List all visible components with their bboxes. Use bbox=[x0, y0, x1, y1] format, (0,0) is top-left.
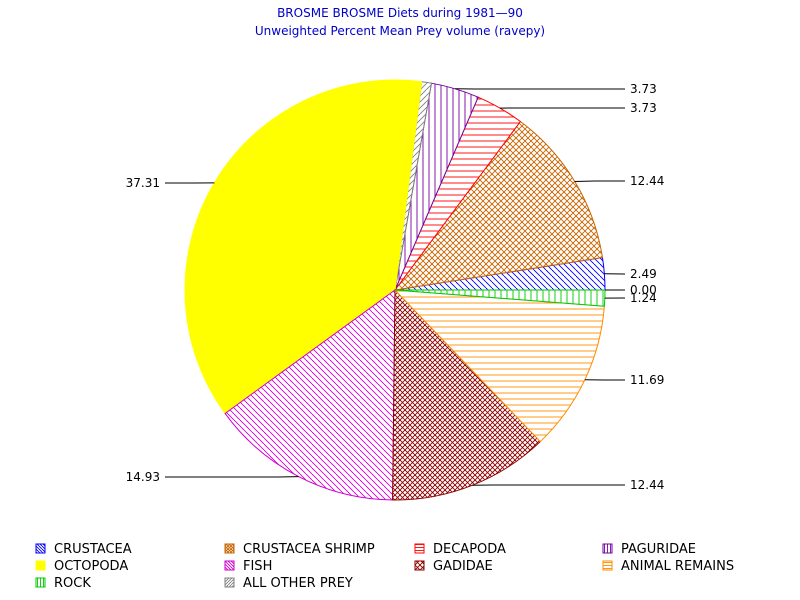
legend-item-crustacea-shrimp: CRUSTACEA SHRIMP bbox=[224, 542, 375, 557]
chart-title: BROSME BROSME Diets during 1981—90 bbox=[277, 6, 523, 20]
slice-value-label: 0.00 bbox=[630, 283, 657, 297]
pie-slice-fish bbox=[224, 289, 396, 501]
slice-value-label: 3.73 bbox=[630, 101, 657, 115]
slice-value-label: 2.49 bbox=[630, 267, 657, 281]
legend: CRUSTACEA CRUSTACEA SHRIMP DECAPODA PAGURID… bbox=[35, 542, 734, 591]
slice-value-label: 37.31 bbox=[126, 176, 160, 190]
legend-swatch bbox=[414, 543, 425, 554]
slice-value-label: 11.69 bbox=[630, 373, 664, 387]
chart-subtitle: Unweighted Percent Mean Prey volume (rav… bbox=[255, 24, 545, 38]
slice-value-label: 12.44 bbox=[630, 478, 664, 492]
legend-label: PAGURIDAE bbox=[621, 542, 696, 557]
legend-item-decapoda: DECAPODA bbox=[414, 542, 506, 557]
legend-label: DECAPODA bbox=[433, 542, 506, 557]
legend-swatch bbox=[224, 577, 235, 588]
legend-label: ALL OTHER PREY bbox=[243, 576, 353, 591]
legend-item-octopoda: OCTOPODA bbox=[35, 559, 128, 574]
legend-label: ROCK bbox=[54, 576, 91, 591]
legend-item-animal-remains: ANIMAL REMAINS bbox=[602, 559, 734, 574]
legend-label: CRUSTACEA bbox=[54, 542, 132, 557]
pie-slices bbox=[184, 79, 606, 501]
slice-value-label: 1.24 bbox=[630, 291, 657, 305]
legend-item-paguridae: PAGURIDAE bbox=[602, 542, 696, 557]
pie-slice-octopoda bbox=[184, 79, 423, 415]
legend-item-crustacea: CRUSTACEA bbox=[35, 542, 132, 557]
pie-slice-crustacea-shrimp bbox=[393, 120, 604, 291]
slice-value-label: 12.44 bbox=[630, 174, 664, 188]
legend-label: FISH bbox=[243, 559, 272, 574]
legend-item-fish: FISH bbox=[224, 559, 272, 574]
slice-value-label: 3.73 bbox=[630, 82, 657, 96]
legend-swatch bbox=[35, 577, 46, 588]
legend-swatch bbox=[35, 560, 46, 571]
legend-label: GADIDAE bbox=[433, 559, 493, 574]
legend-label: CRUSTACEA SHRIMP bbox=[243, 542, 375, 557]
slice-labels: 2.49 12.44 3.73 3.73 37.31 14.93 12.44 11.69 1.2… bbox=[126, 82, 665, 492]
legend-label: ANIMAL REMAINS bbox=[621, 559, 734, 574]
slice-value-label: 14.93 bbox=[126, 470, 160, 484]
legend-label: OCTOPODA bbox=[54, 559, 128, 574]
legend-item-gadidae: GADIDAE bbox=[414, 559, 493, 574]
legend-item-rock: ROCK bbox=[35, 576, 91, 591]
legend-swatch bbox=[602, 543, 613, 554]
legend-item-all-other-prey: ALL OTHER PREY bbox=[224, 576, 353, 591]
legend-swatch bbox=[414, 560, 425, 571]
pie-slice-animal-remains bbox=[393, 289, 605, 443]
legend-swatch bbox=[224, 560, 235, 571]
legend-swatch bbox=[224, 543, 235, 554]
leader-line bbox=[574, 180, 625, 182]
legend-swatch bbox=[35, 543, 46, 554]
legend-swatch bbox=[602, 560, 613, 571]
